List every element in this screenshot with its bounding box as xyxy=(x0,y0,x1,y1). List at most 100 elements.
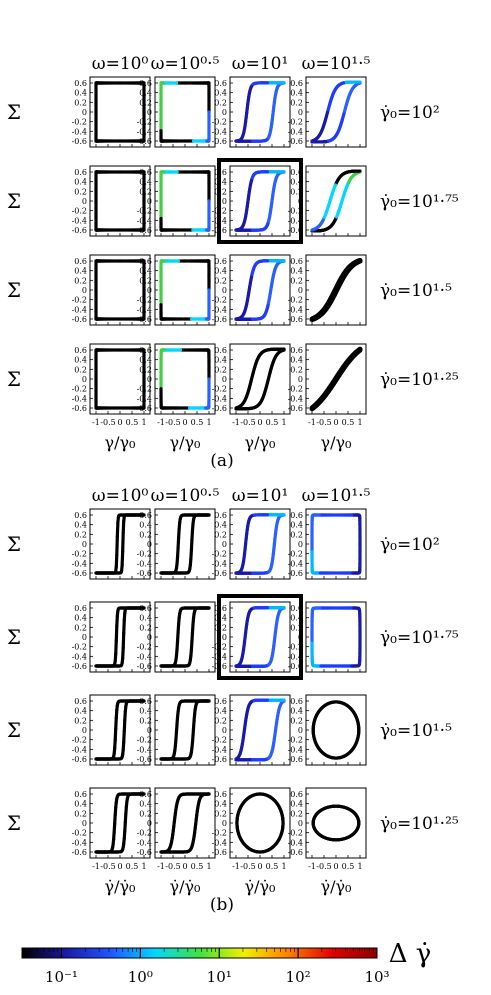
y-tick-label: -0.2 xyxy=(137,385,152,394)
y-tick-label: 0 xyxy=(147,197,152,206)
x-tick-label: -1 xyxy=(157,418,165,427)
y-tick-label: 0.2 xyxy=(74,623,87,632)
subplot: 0.60.40.20-0.2-0.4-0.6 xyxy=(212,343,291,415)
column-header: ω=10¹·⁵ xyxy=(302,54,371,74)
y-tick-label: -0.6 xyxy=(212,569,227,578)
subplot-frame xyxy=(305,601,367,673)
y-tick-label: 0 xyxy=(82,375,87,384)
y-tick-label: 0.4 xyxy=(290,89,303,98)
y-tick-label: 0.2 xyxy=(290,623,303,632)
y-tick-label: 0.6 xyxy=(290,168,303,177)
y-tick-label: -0.4 xyxy=(212,127,227,136)
y-tick-label: 0.2 xyxy=(139,276,152,285)
loop-segment xyxy=(122,718,127,733)
subplot: 0.60.40.20-0.2-0.4-0.6 xyxy=(288,601,367,673)
y-tick-label: -0.2 xyxy=(288,118,303,127)
y-tick-label: 0.2 xyxy=(214,530,227,539)
y-tick-label: -0.4 xyxy=(72,745,87,754)
subplot: 0.60.40.20-0.2-0.4-0.6 xyxy=(137,254,216,326)
y-tick-label: -0.6 xyxy=(72,315,87,324)
y-tick-label: 0 xyxy=(298,633,303,642)
y-tick-label: 0.6 xyxy=(74,168,87,177)
y-tick-label: 0 xyxy=(82,540,87,549)
y-tick-label: -0.4 xyxy=(72,216,87,225)
y-tick-label: 0.6 xyxy=(139,511,152,520)
row-label: γ̇₀=10¹·⁵ xyxy=(380,721,452,741)
y-tick-label: -0.4 xyxy=(72,394,87,403)
highlight-box xyxy=(217,594,303,680)
y-tick-label: 0 xyxy=(222,286,227,295)
y-tick-label: -0.2 xyxy=(72,643,87,652)
column-header: ω=10⁰ xyxy=(92,54,149,74)
column-header: ω=10⁰ xyxy=(92,486,149,506)
y-tick-label: 0.4 xyxy=(214,89,227,98)
x-tick-label: 1 xyxy=(206,418,211,427)
y-tick-label: -0.6 xyxy=(288,569,303,578)
y-tick-label: 0.4 xyxy=(74,521,87,530)
y-tick-label: 0.2 xyxy=(74,98,87,107)
subplot-frame xyxy=(305,508,367,580)
subplot: 0.60.40.20-0.2-0.4-0.6 xyxy=(212,601,291,673)
subplot: 0.60.40.20-0.2-0.4-0.6 xyxy=(72,165,151,237)
y-tick-label: 0.6 xyxy=(74,257,87,266)
y-tick-label: -0.4 xyxy=(288,216,303,225)
y-tick-label: 0.4 xyxy=(290,521,303,530)
y-tick-label: -0.2 xyxy=(212,385,227,394)
y-tick-label: 0.6 xyxy=(214,257,227,266)
subplot: 0.60.40.20-0.2-0.4-0.6 xyxy=(212,76,291,148)
y-tick-label: 0.2 xyxy=(214,365,227,374)
y-tick-label: -0.4 xyxy=(137,394,152,403)
y-tick-label: 0.6 xyxy=(74,511,87,520)
y-tick-label: 0.4 xyxy=(290,267,303,276)
y-tick-label: -0.2 xyxy=(288,296,303,305)
x-tick-label: 0 xyxy=(117,418,122,427)
y-tick-label: -0.2 xyxy=(72,296,87,305)
x-axis-label: γ/γ₀ xyxy=(105,433,136,452)
row-label: γ̇₀=10² xyxy=(380,535,440,555)
y-tick-label: -0.2 xyxy=(137,296,152,305)
y-tick-label: 0.6 xyxy=(74,79,87,88)
y-tick-label: 0.6 xyxy=(290,79,303,88)
y-tick-label: 0.4 xyxy=(74,267,87,276)
y-tick-label: 0 xyxy=(147,540,152,549)
y-tick-label: -0.2 xyxy=(72,207,87,216)
y-tick-label: 0.2 xyxy=(74,530,87,539)
subplot-frame xyxy=(229,254,291,326)
y-tick-label: -0.6 xyxy=(137,315,152,324)
y-tick-label: 0.6 xyxy=(290,604,303,613)
y-tick-label: 0 xyxy=(222,108,227,117)
y-tick-label: 0.2 xyxy=(139,530,152,539)
loop-segment xyxy=(121,531,125,554)
y-tick-label: 0.2 xyxy=(290,276,303,285)
y-tick-label: 0 xyxy=(82,286,87,295)
subplot: 0.60.40.20-0.2-0.4-0.6 xyxy=(137,165,216,237)
y-tick-label: 0.2 xyxy=(290,365,303,374)
y-tick-label: 0.4 xyxy=(74,89,87,98)
y-tick-label: -0.4 xyxy=(137,305,152,314)
y-tick-label: 0 xyxy=(298,286,303,295)
x-axis-label: γ/γ₀ xyxy=(170,433,201,452)
y-tick-label: -0.6 xyxy=(137,569,152,578)
subplot: 0.60.40.20-0.2-0.4-0.6 xyxy=(212,508,291,580)
x-tick-label: -1 xyxy=(308,418,316,427)
x-tick-label: 0.5 xyxy=(266,418,279,427)
y-tick-label: 0.6 xyxy=(214,511,227,520)
loop-segment xyxy=(189,538,194,552)
subplot: 0.60.40.20-0.2-0.4-0.6 xyxy=(288,76,367,148)
y-tick-label: -0.6 xyxy=(288,662,303,671)
y-tick-label: -0.4 xyxy=(288,394,303,403)
subplot-frame xyxy=(154,508,216,580)
y-tick-label: -0.4 xyxy=(72,559,87,568)
y-tick-label: -0.2 xyxy=(288,385,303,394)
subplot: 0.60.40.20-0.2-0.4-0.6 xyxy=(288,343,367,415)
y-tick-label: 0 xyxy=(298,375,303,384)
y-tick-label: -0.6 xyxy=(288,226,303,235)
y-tick-label: 0.4 xyxy=(74,707,87,716)
y-tick-label: 0.2 xyxy=(139,623,152,632)
y-tick-label: 0.4 xyxy=(139,521,152,530)
loop-segment xyxy=(176,536,181,550)
subplot: 0.60.40.20-0.2-0.4-0.6 xyxy=(288,508,367,580)
y-tick-label: 0.2 xyxy=(214,98,227,107)
y-tick-label: 0.4 xyxy=(74,178,87,187)
y-tick-label: 0 xyxy=(222,197,227,206)
